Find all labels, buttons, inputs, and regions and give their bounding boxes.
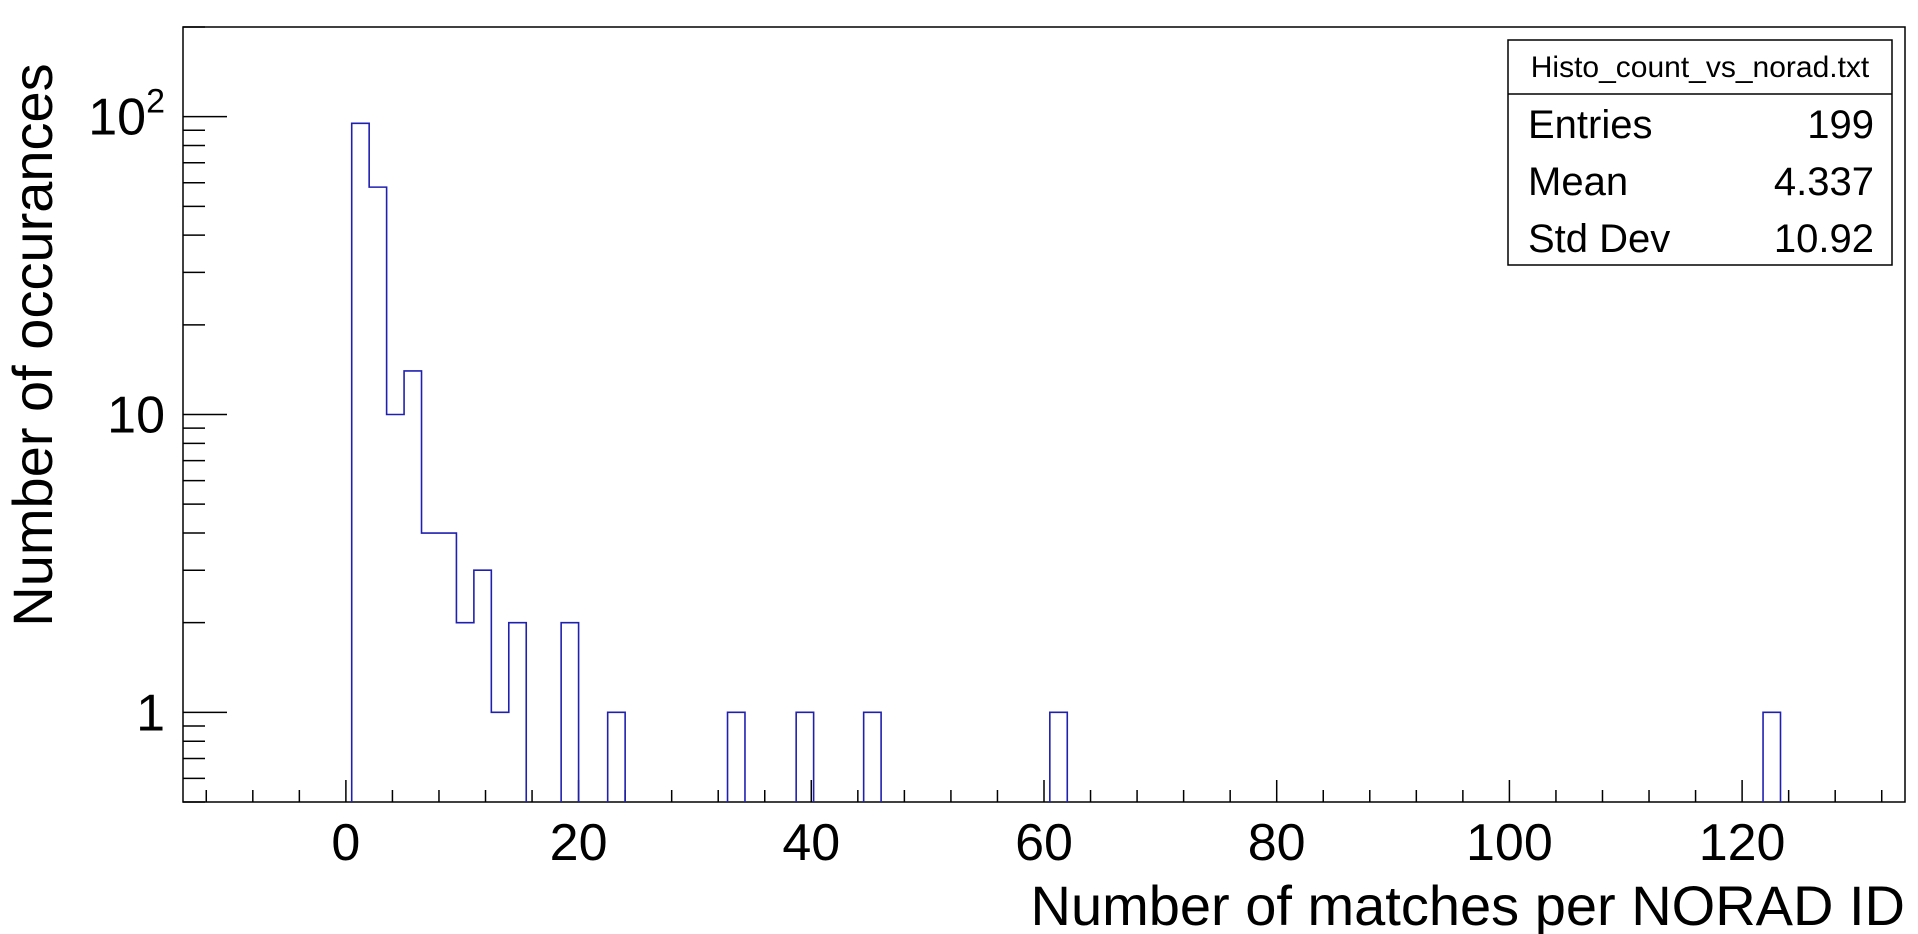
y-minor-ticks — [183, 26, 227, 803]
stats-label-entries: Entries — [1528, 103, 1653, 147]
x-tick-label: 40 — [782, 814, 840, 872]
histogram-bin — [561, 623, 578, 802]
x-tick-label: 120 — [1699, 814, 1786, 872]
y-tick-label: 10 — [107, 387, 165, 445]
stats-box-title: Histo_count_vs_norad.txt — [1531, 51, 1870, 84]
histogram-bin — [509, 623, 526, 802]
histogram-bin — [404, 371, 421, 802]
x-tick-label: 80 — [1248, 814, 1306, 872]
stats-box: Histo_count_vs_norad.txt Entries 199 Mea… — [1507, 39, 1893, 266]
x-axis-title: Number of matches per NORAD ID — [1031, 874, 1905, 934]
stats-value-entries: 199 — [1807, 103, 1874, 147]
histogram-bin — [439, 533, 456, 802]
y-tick-label: 1 — [136, 684, 165, 742]
stats-value-mean: 4.337 — [1774, 160, 1874, 204]
stats-value-stddev: 10.92 — [1774, 217, 1874, 261]
histogram-bin — [1050, 712, 1067, 802]
x-minor-ticks — [205, 780, 1883, 802]
histogram-bin — [728, 712, 745, 802]
stats-label-mean: Mean — [1528, 160, 1628, 204]
histogram-bin — [474, 570, 491, 802]
x-tick-label: 60 — [1015, 814, 1073, 872]
histogram-bins — [350, 122, 1782, 803]
histogram-bin — [387, 415, 404, 803]
histogram-bin — [352, 123, 369, 802]
x-tick-label: 20 — [550, 814, 608, 872]
histogram-bin — [422, 533, 439, 802]
x-tick-labels: 0 20 40 60 80 100 120 — [331, 814, 1785, 872]
x-tick-label: 0 — [331, 814, 360, 872]
histogram-outline — [350, 122, 1782, 802]
histogram-bin — [1763, 712, 1780, 802]
y-tick-labels: 1 10 102 — [88, 83, 165, 743]
histogram-bin — [369, 187, 386, 802]
y-tick-label: 102 — [88, 83, 165, 147]
histogram-bin — [608, 712, 625, 802]
stats-box-frame — [1507, 39, 1893, 266]
stats-label-stddev: Std Dev — [1528, 217, 1670, 261]
histogram-bin — [491, 712, 508, 802]
x-tick-label: 100 — [1466, 814, 1553, 872]
histogram-bin — [864, 712, 881, 802]
histogram-bin — [456, 623, 473, 802]
y-axis-title: Number of occurances — [1, 63, 64, 626]
